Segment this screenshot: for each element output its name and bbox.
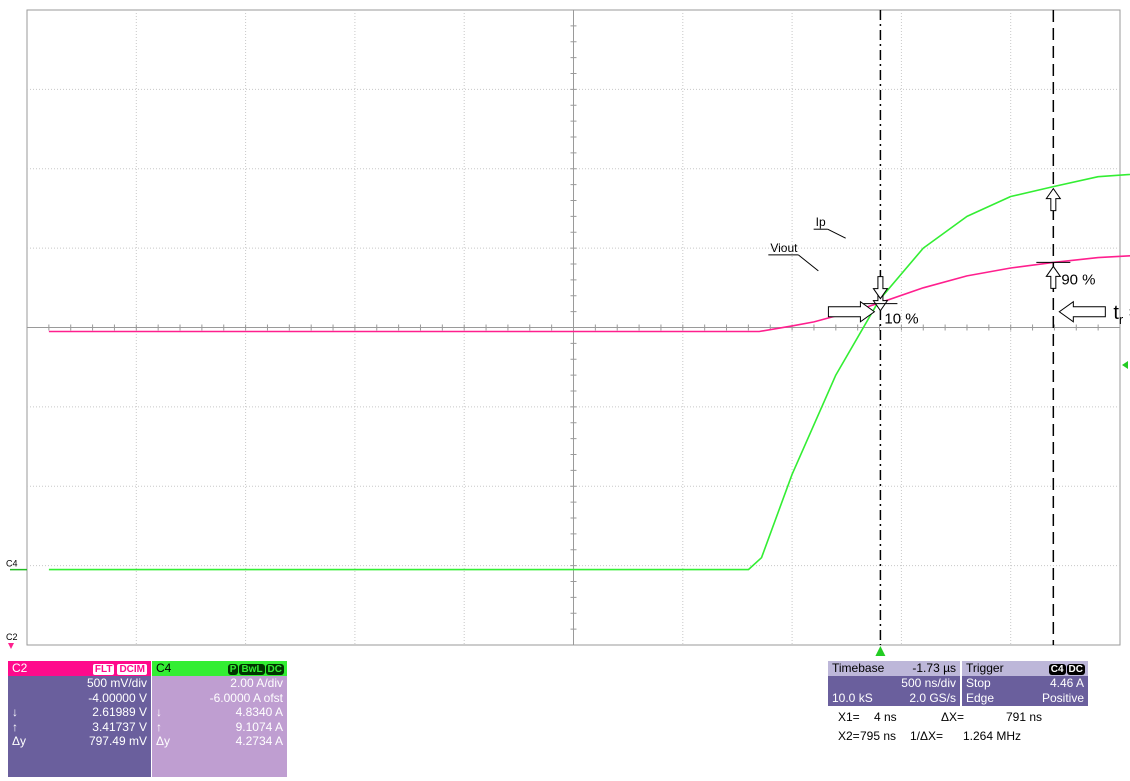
- timebase-header[interactable]: Timebase -1.73 µs: [828, 661, 960, 676]
- timebase-row-rate: 10.0 kS 2.0 GS/s: [828, 691, 960, 706]
- row-value: 797.49 mV: [88, 734, 147, 749]
- inv-dx-value: 1.264 MHz: [963, 729, 1022, 743]
- label-ip-leader: [827, 228, 846, 239]
- x2-value: 795 ns: [860, 729, 897, 743]
- arrow-viout-cursor2: [1045, 265, 1062, 289]
- trigger-mode: Stop: [966, 676, 991, 690]
- cursor-x1-marker: [875, 646, 886, 656]
- row-value: 4.8340 A: [235, 705, 283, 720]
- trigger-label: Trigger: [966, 661, 1004, 675]
- channel-c4-badge-dc: DC: [265, 664, 284, 675]
- row-value: -4.00000 V: [88, 690, 147, 705]
- series-line-viout: [48, 254, 1130, 333]
- label-10-percent: 10 %: [884, 311, 918, 328]
- oscilloscope-plot: Ip Viout 90 % 10 % tr = 791 ns C4 C2: [6, 9, 1130, 656]
- trigger-type: Edge: [966, 690, 995, 705]
- channel-c2-panel[interactable]: C2 FLT DCIM 500 mV/div -4.00000 V ↓ 2.6198…: [8, 661, 151, 777]
- row-symbol: ↓: [12, 705, 18, 720]
- row-value: 3.41737 V: [92, 719, 147, 734]
- channel-c2-name: C2: [12, 661, 28, 675]
- channel-c4-badges: P BwL DC: [227, 662, 284, 677]
- row-symbol: ↓: [156, 705, 162, 720]
- row-value: 9.1074 A: [235, 719, 283, 734]
- trigger-row-mode: Stop 4.46 A: [962, 676, 1088, 691]
- channel-c4-name: C4: [156, 661, 172, 675]
- channel-c4-row-scale: 2.00 A/div: [152, 676, 287, 691]
- series-line-ip: [48, 173, 1130, 571]
- channel-c4-row-delta: Δy 4.2734 A: [152, 734, 287, 749]
- label-rise-time-sub: r: [1119, 312, 1124, 327]
- arrow-rise-start: [827, 300, 876, 323]
- channel-c2-badges: FLT DCIM: [91, 662, 148, 677]
- channel-c4-ground-label: C4: [6, 559, 18, 569]
- timebase-panel[interactable]: Timebase -1.73 µs 500 ns/div 10.0 kS 2.0 …: [828, 661, 960, 706]
- trace-layer: [48, 173, 1130, 571]
- trigger-level-marker: [1122, 361, 1128, 370]
- channel-c2-ground-marker: [8, 643, 14, 649]
- cursor-layer[interactable]: [875, 10, 1055, 656]
- trigger-slope: Positive: [1041, 690, 1084, 705]
- label-rise-time-t: t: [1113, 302, 1119, 324]
- timebase-samples: 10.0 kS: [832, 690, 873, 705]
- channel-c4-header[interactable]: C4 P BwL DC: [152, 661, 287, 676]
- timebase-label: Timebase: [832, 661, 885, 675]
- label-ip: Ip: [816, 215, 826, 229]
- channel-c2-badge-dcim: DCIM: [116, 663, 148, 676]
- timebase-row-div: 500 ns/div: [828, 676, 960, 691]
- annotation-layer: Ip Viout 90 % 10 % tr = 791 ns C4 C2: [6, 187, 1130, 649]
- channel-c2-row-cursor1: ↓ 2.61989 V: [8, 705, 151, 720]
- row-value: 500 mV/div: [86, 676, 147, 690]
- trigger-badges: C4 DC: [1048, 662, 1085, 677]
- channel-c4-badge-p: P: [227, 664, 239, 675]
- plot-grid: [26, 9, 1121, 646]
- label-90-percent: 90 %: [1061, 271, 1095, 288]
- trigger-row-type: Edge Positive: [962, 691, 1088, 706]
- row-symbol: ↑: [156, 719, 162, 734]
- trigger-header[interactable]: Trigger C4 DC: [962, 661, 1088, 676]
- dx-label: ΔX=: [941, 710, 965, 724]
- channel-c2-row-offset: -4.00000 V: [8, 691, 151, 706]
- trigger-panel[interactable]: Trigger C4 DC Stop 4.46 A Edge Positive: [962, 661, 1088, 706]
- row-symbol: ↑: [12, 719, 18, 734]
- row-symbol: Δy: [156, 734, 171, 749]
- channel-c4-row-offset: -6.0000 A ofst: [152, 691, 287, 706]
- arrow-ip-cursor2: [1045, 187, 1062, 212]
- row-symbol: Δy: [12, 734, 27, 749]
- timebase-div: 500 ns/div: [901, 676, 956, 690]
- timebase-delay: -1.73 µs: [912, 661, 956, 675]
- row-value: 2.61989 V: [92, 705, 147, 720]
- trigger-level: 4.46 A: [1049, 676, 1084, 690]
- trigger-badge-coupling: DC: [1066, 664, 1085, 675]
- channel-c4-row-cursor1: ↓ 4.8340 A: [152, 705, 287, 720]
- channel-c4-panel[interactable]: C4 P BwL DC 2.00 A/div -6.0000 A ofst ↓ 4.8…: [152, 661, 287, 777]
- dx-value: 791 ns: [1006, 710, 1043, 724]
- channel-c2-ground-label: C2: [6, 632, 18, 642]
- label-viout: Viout: [770, 241, 798, 255]
- row-value: 4.2734 A: [235, 734, 283, 749]
- arrow-rise-end: [1058, 300, 1106, 323]
- inv-dx-label: 1/ΔX=: [910, 729, 944, 743]
- channel-c2-badge-flt: FLT: [91, 663, 116, 676]
- channel-c4-row-cursor2: ↑ 9.1074 A: [152, 720, 287, 735]
- timebase-rate: 2.0 GS/s: [909, 690, 956, 705]
- channel-c4-badge-bwl: BwL: [239, 664, 265, 675]
- channel-c2-row-scale: 500 mV/div: [8, 676, 151, 691]
- row-value: 2.00 A/div: [230, 676, 283, 690]
- arrow-viout-cursor1: [872, 276, 889, 300]
- x1-value: 4 ns: [874, 710, 897, 724]
- label-rise-time-value: = 791 ns: [1123, 302, 1130, 324]
- channel-c2-row-cursor2: ↑ 3.41737 V: [8, 720, 151, 735]
- label-viout-leader: [798, 254, 819, 272]
- trigger-badge-source: C4: [1048, 664, 1066, 675]
- channel-c2-row-delta: Δy 797.49 mV: [8, 734, 151, 749]
- channel-c2-header[interactable]: C2 FLT DCIM: [8, 661, 151, 676]
- row-value: -6.0000 A ofst: [209, 690, 283, 705]
- label-rise-time: tr = 791 ns: [1113, 302, 1130, 327]
- x2-label: X2=: [838, 729, 860, 743]
- x1-label: X1=: [838, 710, 860, 724]
